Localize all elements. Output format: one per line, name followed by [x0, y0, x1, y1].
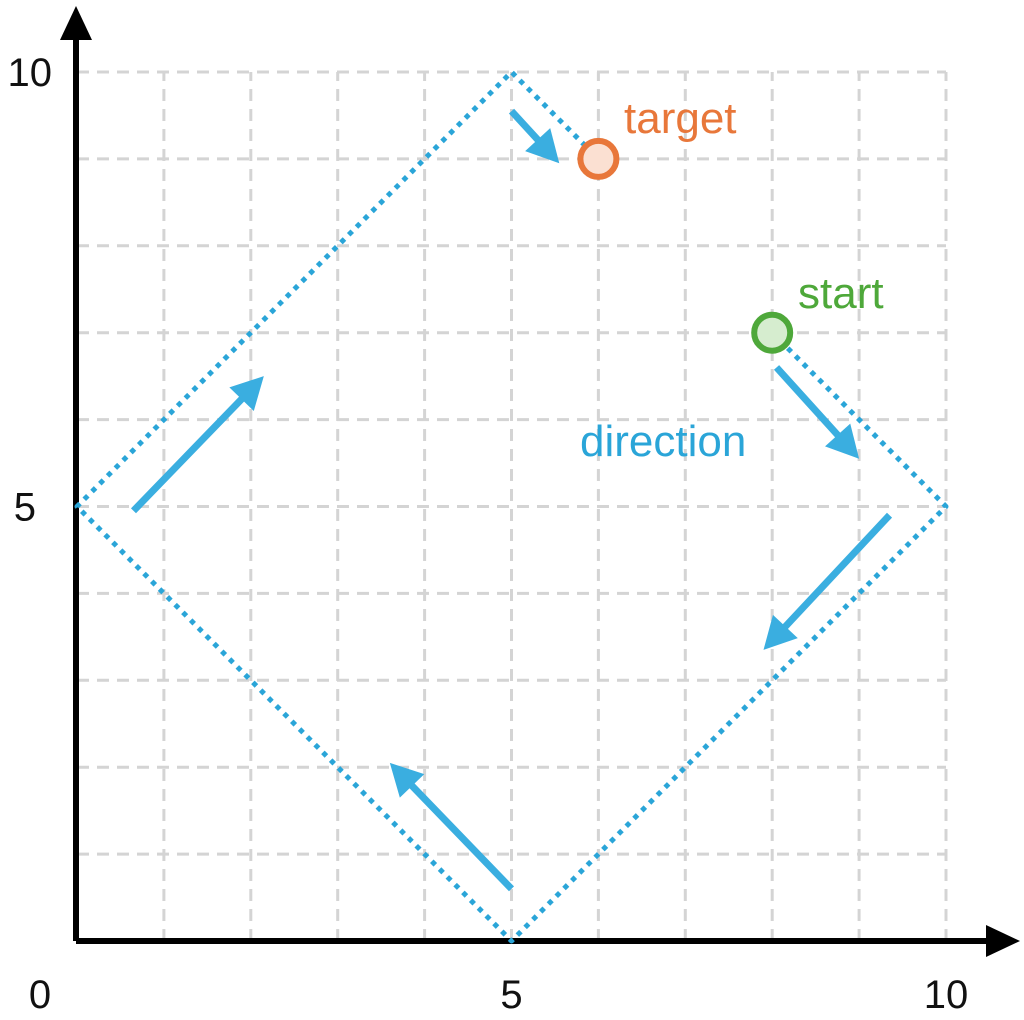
direction-label: direction [580, 417, 746, 466]
direction-arrow-head [763, 614, 798, 650]
x-tick-label: 0 [29, 973, 51, 1017]
tick-labels: 0 5 10 5 10 [8, 51, 969, 1017]
y-tick-label: 5 [14, 486, 36, 530]
start-marker [751, 311, 794, 354]
labels: target start direction [580, 94, 884, 466]
route [74, 69, 949, 944]
direction-arrow-shaft [773, 365, 842, 439]
y-axis-arrowhead [60, 6, 92, 40]
target-label: target [624, 94, 737, 143]
y-tick-label: 10 [8, 51, 53, 95]
direction-arrow [130, 376, 264, 514]
direction-arrow [763, 512, 893, 650]
direction-arrow-shaft [781, 512, 893, 631]
x-axis-arrowhead [986, 925, 1020, 957]
direction-arrow [773, 365, 860, 459]
target-marker [577, 137, 620, 180]
x-tick-label: 5 [500, 973, 522, 1017]
direction-arrow-head [389, 762, 425, 798]
markers [577, 137, 794, 354]
direction-arrow-head [825, 423, 860, 459]
direction-arrow-head [525, 128, 560, 164]
x-tick-label: 10 [924, 973, 969, 1017]
direction-arrow-head [229, 376, 264, 411]
direction-arrows [130, 108, 893, 892]
direction-arrow-shaft [408, 782, 515, 892]
direction-arrow-shaft [508, 108, 542, 144]
direction-arrow [389, 762, 515, 892]
route-path [74, 69, 949, 944]
grid [77, 70, 948, 941]
start-label: start [798, 269, 884, 318]
axes [60, 6, 1020, 957]
direction-arrow-shaft [130, 395, 246, 514]
direction-arrow [508, 108, 560, 164]
